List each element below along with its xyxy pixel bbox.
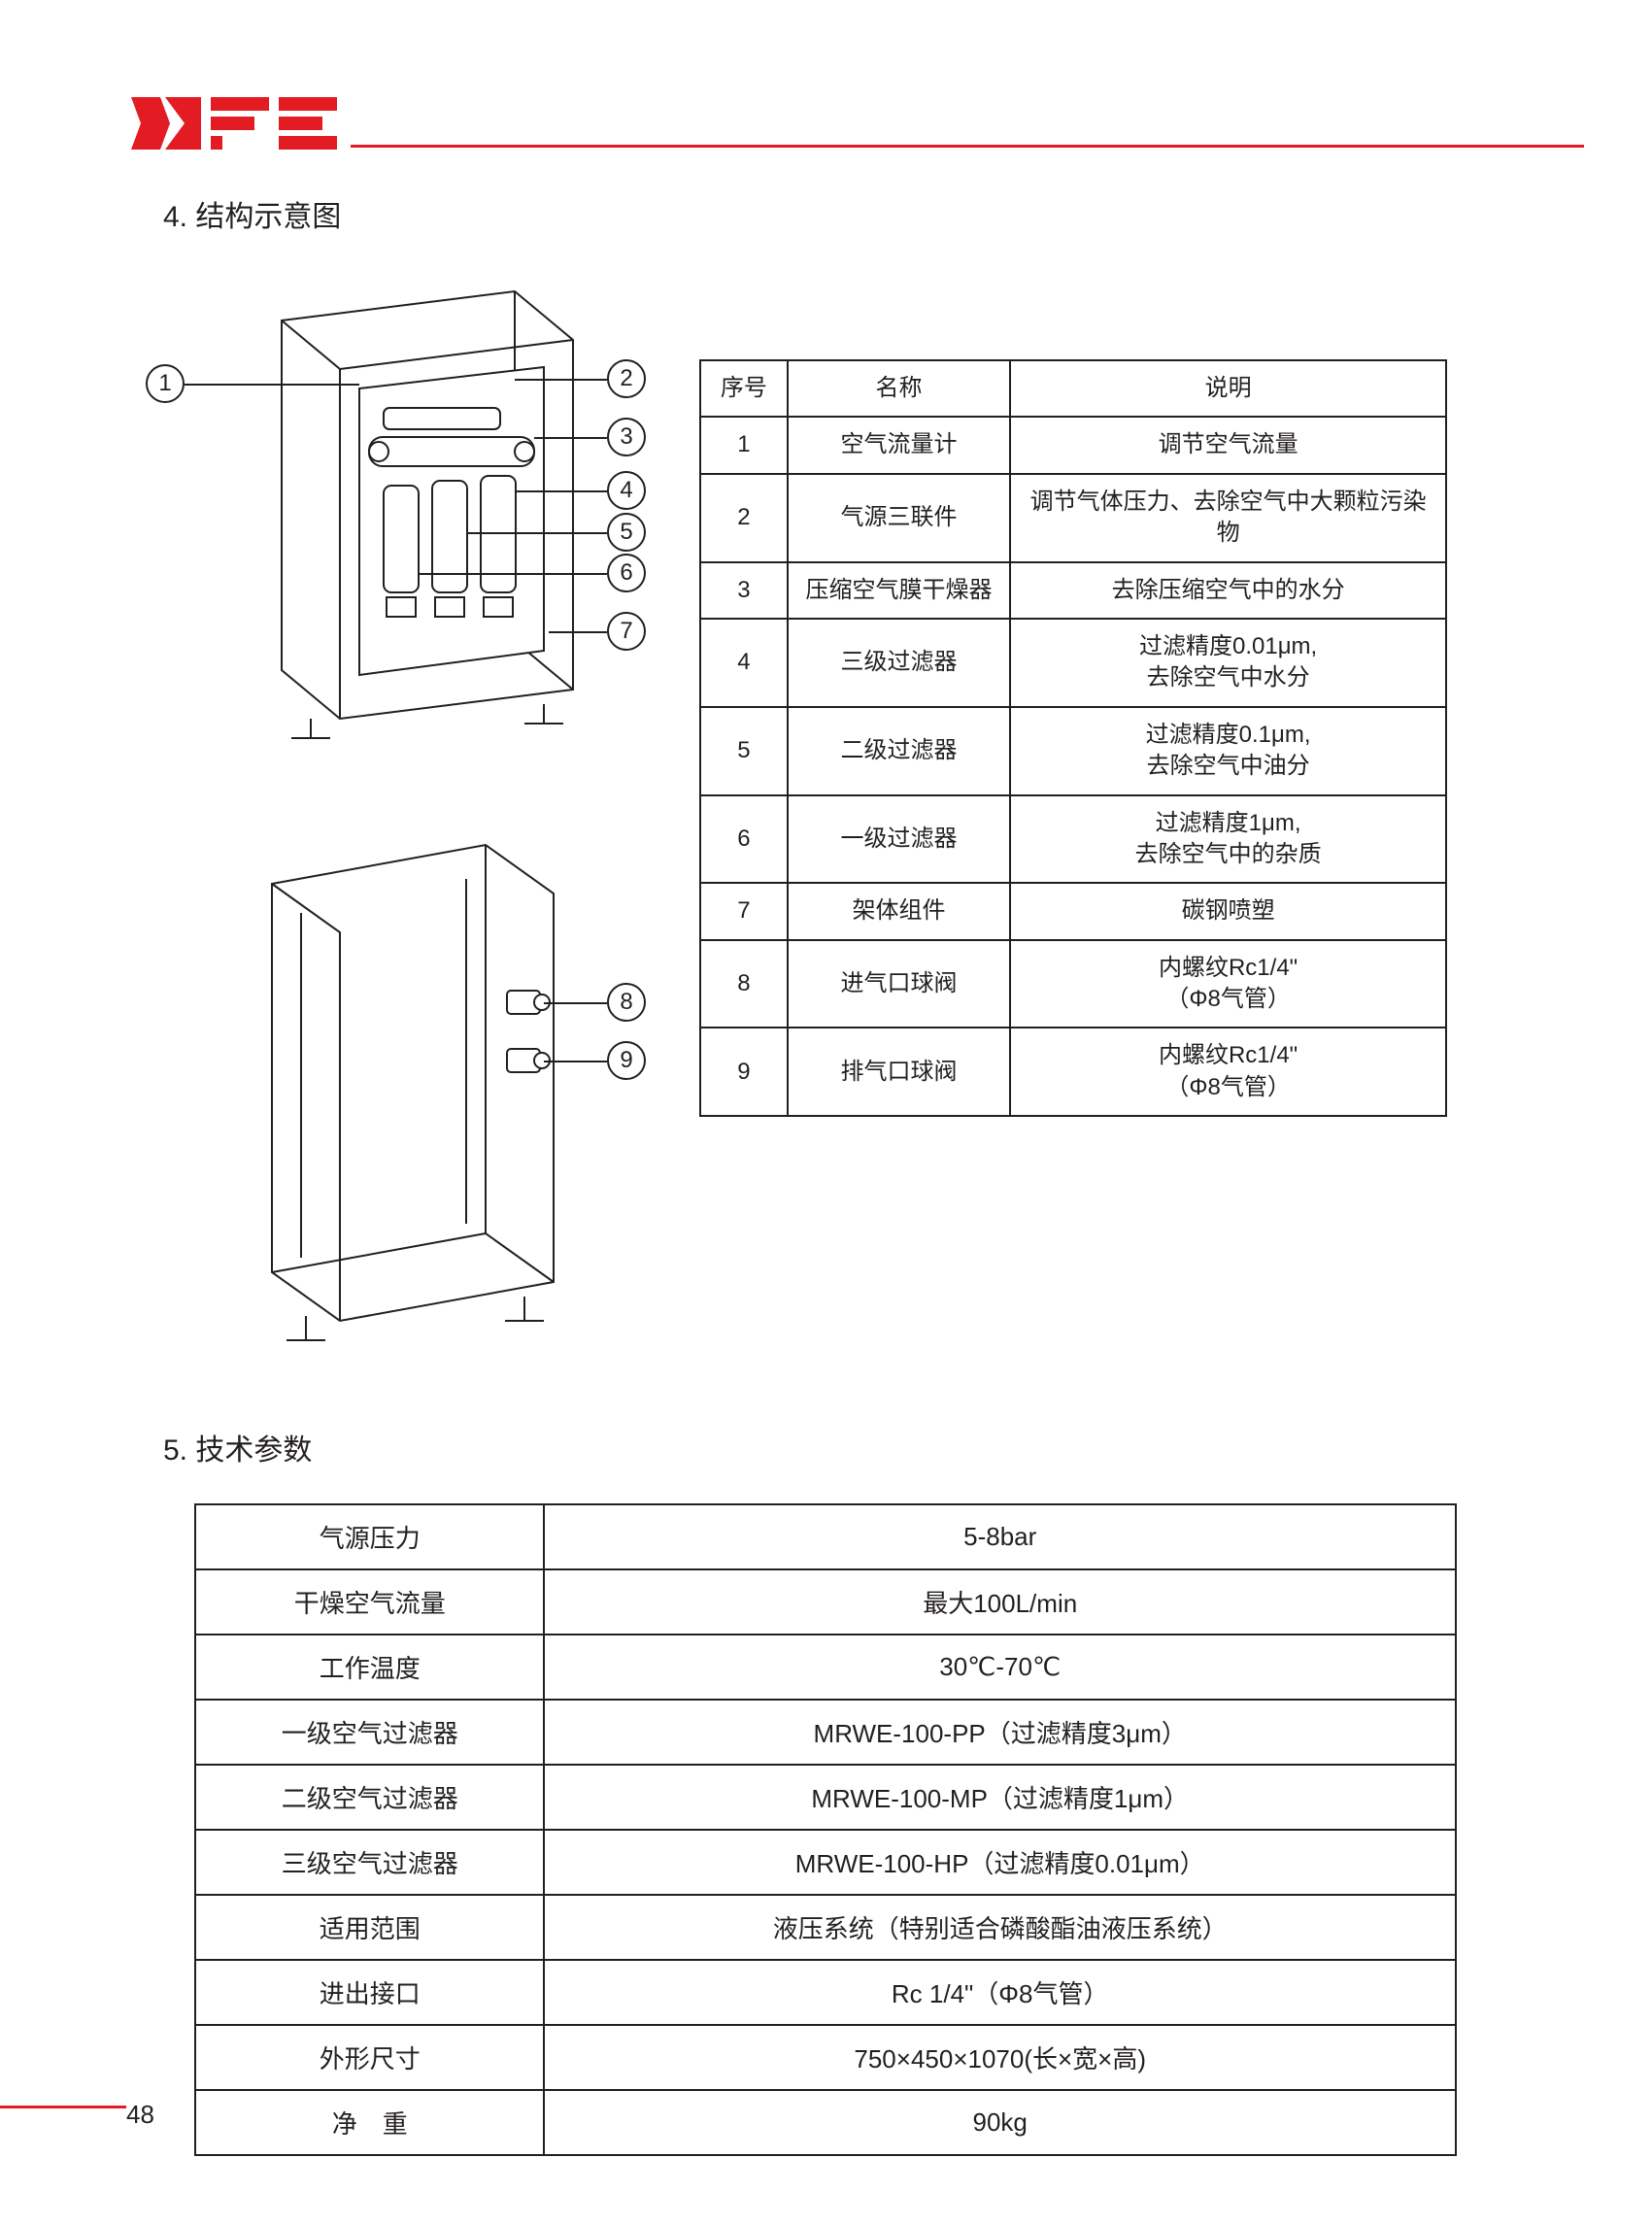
parts-table: 序号 名称 说明 1空气流量计调节空气流量2气源三联件调节气体压力、去除空气中大… [699, 359, 1447, 1117]
table-cell: 压缩空气膜干燥器 [788, 562, 1010, 619]
spec-value: MRWE-100-PP（过滤精度3μm） [544, 1700, 1456, 1765]
table-cell: 调节空气流量 [1010, 417, 1446, 473]
table-cell: 过滤精度1μm,去除空气中的杂质 [1010, 795, 1446, 884]
spec-key: 外形尺寸 [195, 2025, 544, 2090]
parts-th-desc: 说明 [1010, 360, 1446, 417]
table-cell: 空气流量计 [788, 417, 1010, 473]
table-row: 1空气流量计调节空气流量 [700, 417, 1446, 473]
callout-line [544, 1002, 607, 1004]
table-cell: 2 [700, 474, 788, 562]
spec-value: 液压系统（特别适合磷酸酯油液压系统） [544, 1895, 1456, 1960]
callout-line [515, 379, 607, 381]
cabinet-back-svg [223, 826, 631, 1369]
spec-value: 最大100L/min [544, 1569, 1456, 1635]
spec-key: 干燥空气流量 [195, 1569, 544, 1635]
table-cell: 内螺纹Rc1/4"（Φ8气管） [1010, 1028, 1446, 1116]
footer-rule [0, 2106, 126, 2108]
table-cell: 6 [700, 795, 788, 884]
table-cell: 内螺纹Rc1/4"（Φ8气管） [1010, 940, 1446, 1028]
callout-6: 6 [607, 554, 646, 592]
spec-key: 一级空气过滤器 [195, 1700, 544, 1765]
callout-line [466, 532, 607, 534]
table-cell: 气源三联件 [788, 474, 1010, 562]
table-cell: 3 [700, 562, 788, 619]
table-cell: 进气口球阀 [788, 940, 1010, 1028]
brand-logo [131, 97, 345, 150]
callout-line [544, 1061, 607, 1062]
table-cell: 4 [700, 619, 788, 707]
parts-th-name: 名称 [788, 360, 1010, 417]
callout-7: 7 [607, 612, 646, 651]
table-cell: 过滤精度0.1μm,去除空气中油分 [1010, 707, 1446, 795]
spec-table: 气源压力5-8bar干燥空气流量最大100L/min工作温度30℃-70℃一级空… [194, 1503, 1457, 2156]
table-cell: 一级过滤器 [788, 795, 1010, 884]
table-row: 3压缩空气膜干燥器去除压缩空气中的水分 [700, 562, 1446, 619]
table-row: 5二级过滤器过滤精度0.1μm,去除空气中油分 [700, 707, 1446, 795]
structure-diagram: 1 2 3 4 5 6 7 [223, 282, 631, 1369]
table-row: 二级空气过滤器MRWE-100-MP（过滤精度1μm） [195, 1765, 1456, 1830]
table-row: 干燥空气流量最大100L/min [195, 1569, 1456, 1635]
table-row: 适用范围液压系统（特别适合磷酸酯油液压系统） [195, 1895, 1456, 1960]
callout-line [185, 384, 359, 386]
callout-9: 9 [607, 1041, 646, 1080]
spec-value: 90kg [544, 2090, 1456, 2155]
spec-value: MRWE-100-MP（过滤精度1μm） [544, 1765, 1456, 1830]
table-row: 气源压力5-8bar [195, 1504, 1456, 1569]
spec-value: Rc 1/4"（Φ8气管） [544, 1960, 1456, 2025]
table-cell: 排气口球阀 [788, 1028, 1010, 1116]
section-4-title: 4. 结构示意图 [163, 192, 341, 235]
spec-key: 净 重 [195, 2090, 544, 2155]
table-cell: 过滤精度0.01μm,去除空气中水分 [1010, 619, 1446, 707]
spec-key: 二级空气过滤器 [195, 1765, 544, 1830]
callout-4: 4 [607, 471, 646, 510]
table-cell: 7 [700, 883, 788, 939]
callout-line [549, 631, 607, 633]
callout-5: 5 [607, 513, 646, 552]
callout-line [515, 490, 607, 492]
header-rule [351, 145, 1584, 148]
table-cell: 9 [700, 1028, 788, 1116]
table-cell: 二级过滤器 [788, 707, 1010, 795]
table-row: 2气源三联件调节气体压力、去除空气中大颗粒污染物 [700, 474, 1446, 562]
page-number: 48 [126, 2100, 154, 2130]
spec-value: MRWE-100-HP（过滤精度0.01μm） [544, 1830, 1456, 1895]
table-row: 外形尺寸750×450×1070(长×宽×高) [195, 2025, 1456, 2090]
table-row: 9排气口球阀内螺纹Rc1/4"（Φ8气管） [700, 1028, 1446, 1116]
spec-key: 三级空气过滤器 [195, 1830, 544, 1895]
table-cell: 5 [700, 707, 788, 795]
spec-value: 30℃-70℃ [544, 1635, 1456, 1700]
spec-key: 气源压力 [195, 1504, 544, 1569]
table-cell: 碳钢喷塑 [1010, 883, 1446, 939]
table-row: 工作温度30℃-70℃ [195, 1635, 1456, 1700]
table-row: 7架体组件碳钢喷塑 [700, 883, 1446, 939]
table-row: 4三级过滤器过滤精度0.01μm,去除空气中水分 [700, 619, 1446, 707]
table-cell: 8 [700, 940, 788, 1028]
spec-key: 进出接口 [195, 1960, 544, 2025]
spec-value: 5-8bar [544, 1504, 1456, 1569]
callout-line [534, 437, 607, 439]
table-row: 6一级过滤器过滤精度1μm,去除空气中的杂质 [700, 795, 1446, 884]
table-cell: 去除压缩空气中的水分 [1010, 562, 1446, 619]
table-row: 净 重90kg [195, 2090, 1456, 2155]
table-cell: 1 [700, 417, 788, 473]
table-row: 8进气口球阀内螺纹Rc1/4"（Φ8气管） [700, 940, 1446, 1028]
spec-key: 工作温度 [195, 1635, 544, 1700]
spec-key: 适用范围 [195, 1895, 544, 1960]
callout-2: 2 [607, 359, 646, 398]
section-5-title: 5. 技术参数 [163, 1426, 312, 1468]
table-cell: 三级过滤器 [788, 619, 1010, 707]
page-header [131, 97, 1584, 150]
cabinet-front-svg [223, 282, 631, 787]
callout-8: 8 [607, 983, 646, 1022]
table-cell: 调节气体压力、去除空气中大颗粒污染物 [1010, 474, 1446, 562]
table-cell: 架体组件 [788, 883, 1010, 939]
spec-value: 750×450×1070(长×宽×高) [544, 2025, 1456, 2090]
callout-1: 1 [146, 364, 185, 403]
callout-line [418, 573, 607, 575]
parts-th-no: 序号 [700, 360, 788, 417]
table-row: 进出接口Rc 1/4"（Φ8气管） [195, 1960, 1456, 2025]
table-row: 一级空气过滤器MRWE-100-PP（过滤精度3μm） [195, 1700, 1456, 1765]
table-row: 三级空气过滤器MRWE-100-HP（过滤精度0.01μm） [195, 1830, 1456, 1895]
callout-3: 3 [607, 418, 646, 456]
